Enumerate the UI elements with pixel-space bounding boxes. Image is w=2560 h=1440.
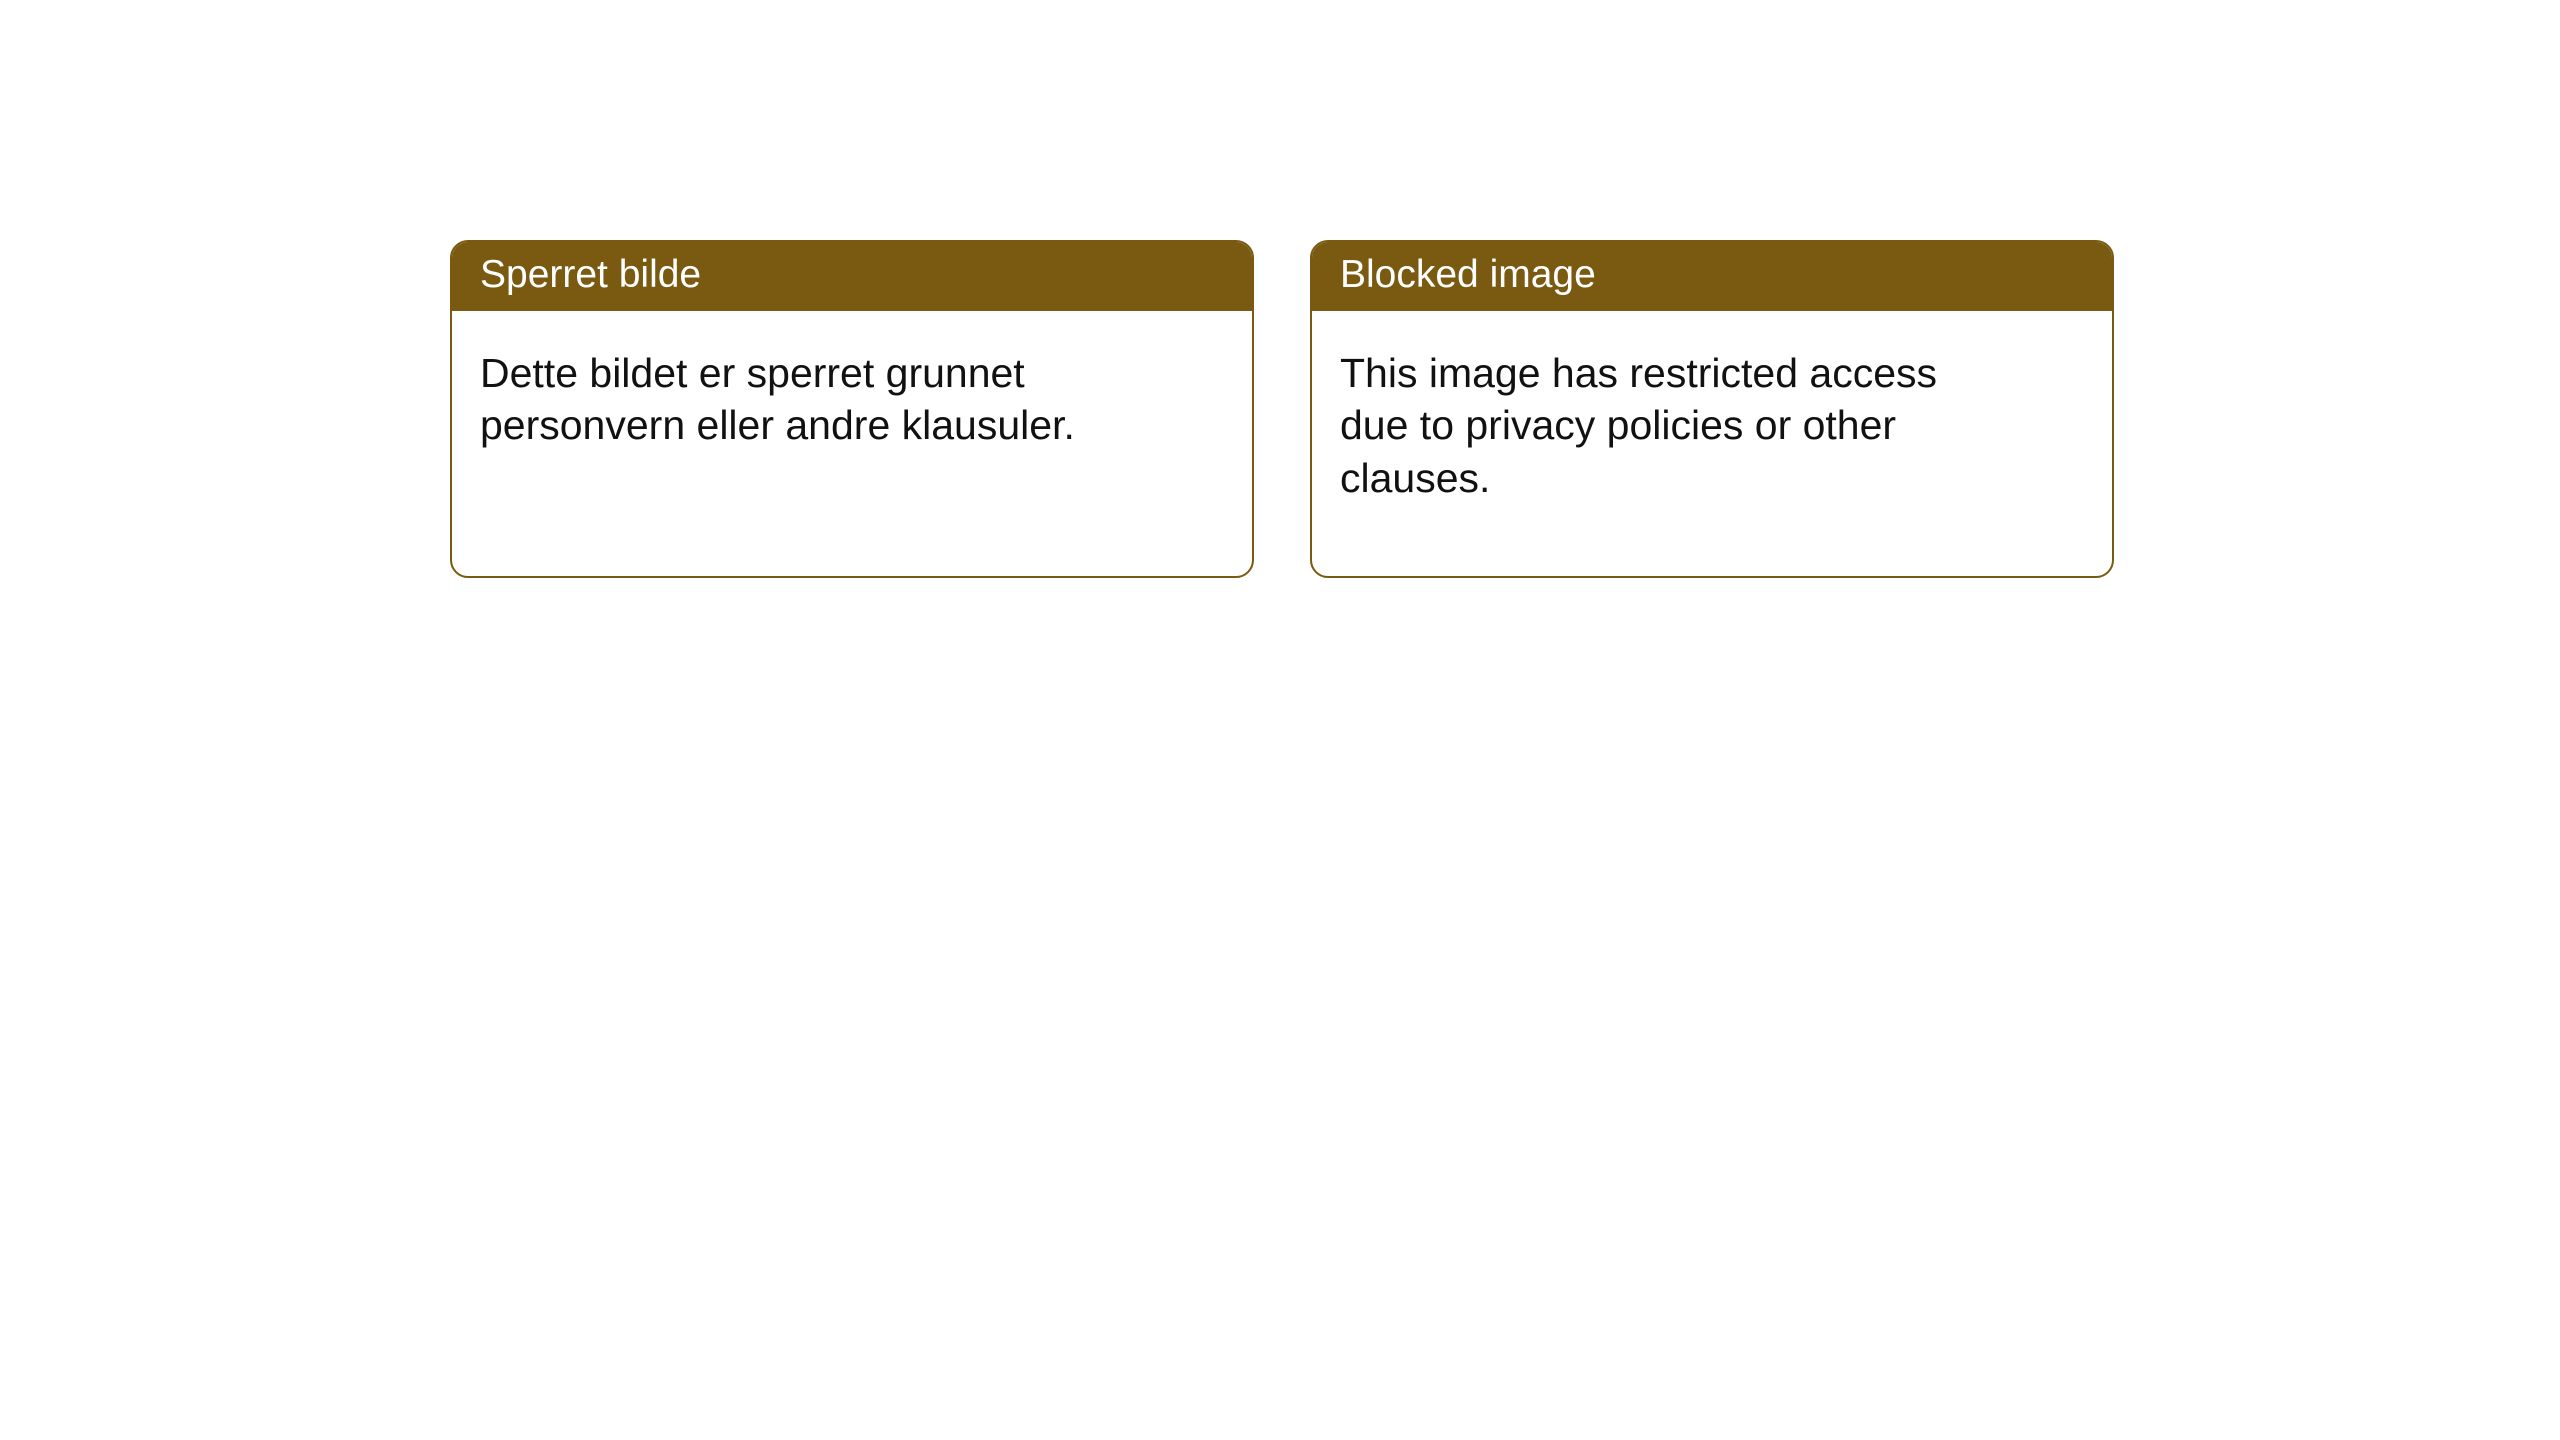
notice-title-no: Sperret bilde bbox=[452, 242, 1252, 311]
notice-title-en: Blocked image bbox=[1312, 242, 2112, 311]
notice-box-en: Blocked image This image has restricted … bbox=[1310, 240, 2114, 578]
notice-box-no: Sperret bilde Dette bildet er sperret gr… bbox=[450, 240, 1254, 578]
notice-body-no: Dette bildet er sperret grunnet personve… bbox=[452, 311, 1172, 480]
notice-body-en: This image has restricted access due to … bbox=[1312, 311, 2032, 532]
notice-container: Sperret bilde Dette bildet er sperret gr… bbox=[0, 0, 2560, 578]
